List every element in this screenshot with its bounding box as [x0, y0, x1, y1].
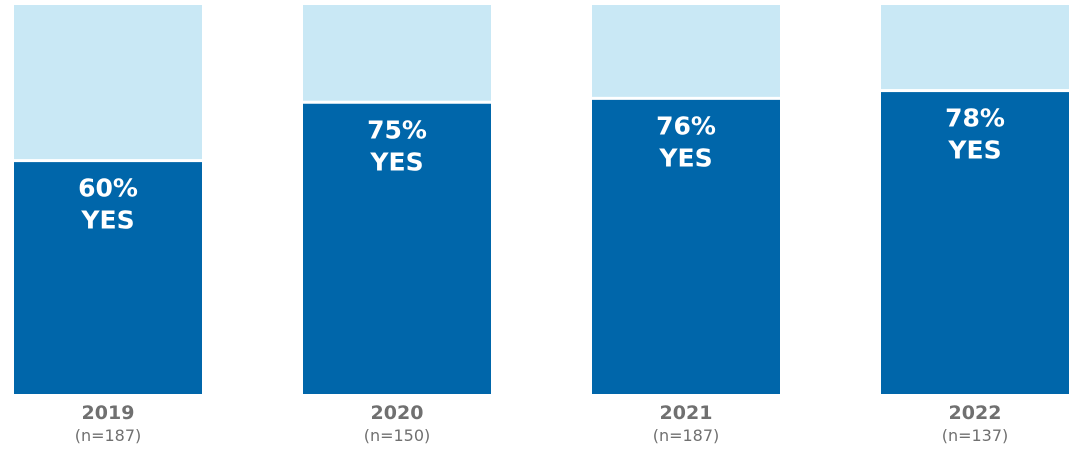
- sample-size-label-2022: (n=137): [942, 426, 1009, 445]
- bar-yes-2020: [303, 102, 491, 394]
- bar-yes-2022: [881, 90, 1069, 394]
- bar-divider-2019: [14, 159, 202, 163]
- bar-divider-2022: [881, 89, 1069, 93]
- bar-remainder-2019: [14, 5, 202, 161]
- data-label-value-2020: 75%: [367, 115, 427, 144]
- x-tick-label-2019: 2019: [82, 402, 135, 424]
- x-tick-label-2021: 2021: [660, 402, 713, 424]
- sample-size-label-2021: (n=187): [653, 426, 720, 445]
- data-label-yes-2019: YES: [80, 206, 134, 235]
- data-label-yes-2021: YES: [658, 143, 712, 172]
- data-label-value-2021: 76%: [656, 111, 716, 140]
- bar-remainder-2020: [303, 5, 491, 103]
- x-tick-label-2022: 2022: [949, 402, 1002, 424]
- data-label-yes-2022: YES: [947, 136, 1001, 165]
- bar-divider-2021: [592, 96, 780, 100]
- data-label-yes-2020: YES: [369, 147, 423, 176]
- bar-divider-2020: [303, 100, 491, 104]
- sample-size-label-2020: (n=150): [364, 426, 431, 445]
- bar-remainder-2022: [881, 5, 1069, 91]
- data-label-value-2019: 60%: [78, 174, 138, 203]
- x-tick-label-2020: 2020: [371, 402, 424, 424]
- bar-yes-2019: [14, 160, 202, 394]
- sample-size-label-2019: (n=187): [75, 426, 142, 445]
- bar-remainder-2021: [592, 5, 780, 99]
- bar-yes-2021: [592, 98, 780, 395]
- data-label-value-2022: 78%: [945, 104, 1005, 133]
